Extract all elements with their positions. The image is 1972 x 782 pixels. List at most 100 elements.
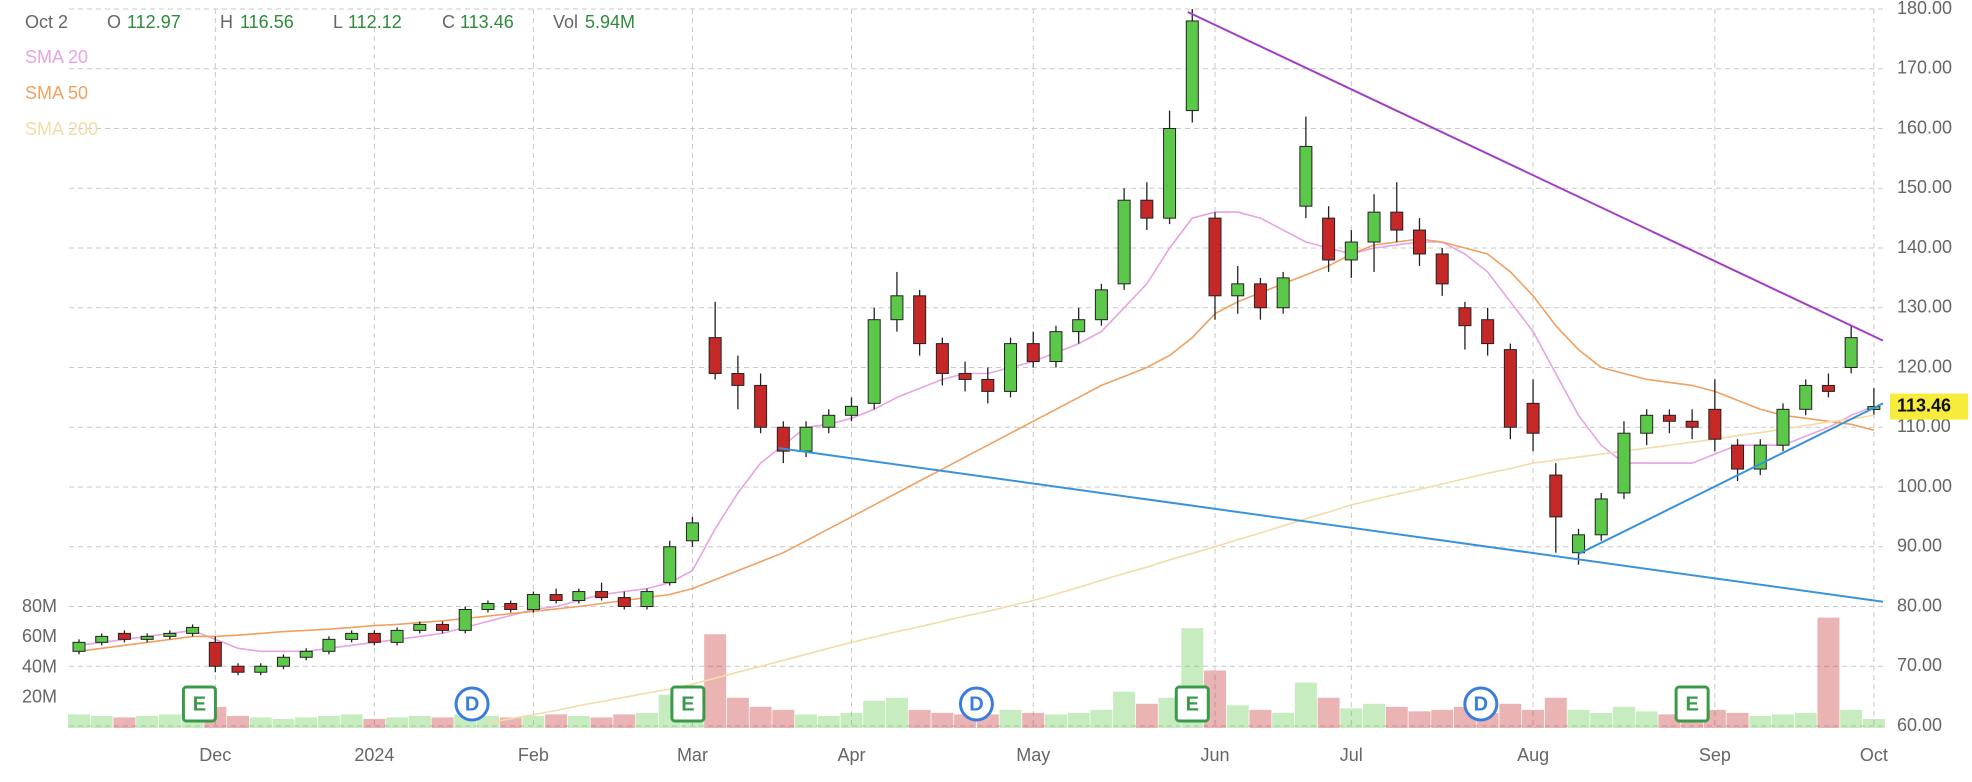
x-tick-label: May bbox=[1016, 745, 1050, 765]
volume-bar bbox=[1226, 705, 1249, 728]
volume-bar bbox=[136, 715, 159, 728]
legend-entry: SMA 50 bbox=[25, 83, 88, 103]
candle-body bbox=[1094, 289, 1108, 321]
candle-body bbox=[1185, 20, 1199, 112]
y-tick-label: 60.00 bbox=[1897, 715, 1942, 735]
candle-body bbox=[1799, 384, 1813, 410]
candle-body bbox=[1594, 498, 1608, 536]
candle-body bbox=[1458, 307, 1472, 327]
volume-bar bbox=[1635, 711, 1658, 728]
volume-bar bbox=[1567, 709, 1590, 728]
candle-body bbox=[1412, 229, 1426, 255]
trendline bbox=[1187, 11, 1884, 342]
volume-bar bbox=[1749, 715, 1772, 728]
candle-body bbox=[1526, 402, 1540, 434]
candle-body bbox=[1390, 211, 1404, 231]
candle-body bbox=[526, 594, 540, 610]
candle-body bbox=[1821, 384, 1835, 392]
volume-bar bbox=[1022, 712, 1045, 728]
candle-body bbox=[1435, 253, 1449, 285]
volume-bar bbox=[726, 697, 749, 728]
header-open-label: O bbox=[107, 12, 121, 32]
x-tick-label: Jun bbox=[1200, 745, 1229, 765]
volume-tick-label: 60M bbox=[22, 626, 57, 646]
volume-bar bbox=[68, 714, 90, 728]
y-tick-label: 160.00 bbox=[1897, 117, 1952, 137]
candle-body bbox=[958, 372, 972, 380]
candle-body bbox=[1344, 241, 1358, 261]
event-marker bbox=[1674, 685, 1710, 723]
volume-bar bbox=[1249, 709, 1272, 728]
header-high-label: H bbox=[220, 12, 233, 32]
candle-body bbox=[822, 414, 836, 428]
candle-body bbox=[1140, 199, 1154, 219]
volume-bar bbox=[317, 715, 340, 728]
candle-body bbox=[799, 426, 813, 452]
candle-body bbox=[617, 597, 631, 607]
candle-body bbox=[504, 603, 518, 610]
event-marker bbox=[1174, 685, 1210, 723]
volume-bar bbox=[295, 717, 318, 728]
volume-bar bbox=[431, 717, 454, 728]
candle-body bbox=[731, 372, 745, 386]
candle-body bbox=[1549, 474, 1563, 518]
candle-body bbox=[458, 608, 472, 631]
event-marker bbox=[958, 686, 994, 722]
volume-bar bbox=[999, 709, 1022, 728]
candle-body bbox=[663, 546, 677, 584]
volume-bar bbox=[636, 712, 658, 728]
candle-body bbox=[231, 665, 245, 673]
volume-bar bbox=[931, 712, 954, 728]
volume-bar bbox=[567, 715, 590, 728]
volume-bar bbox=[272, 718, 295, 728]
volume-bar bbox=[1385, 706, 1408, 728]
volume-bar bbox=[249, 717, 272, 728]
volume-bar bbox=[363, 718, 386, 728]
volume-bar bbox=[1113, 691, 1136, 728]
candle-body bbox=[117, 632, 131, 640]
y-tick-label: 140.00 bbox=[1897, 237, 1952, 257]
candle-body bbox=[1072, 319, 1086, 333]
candle-body bbox=[276, 656, 290, 667]
legend-entry: SMA 20 bbox=[25, 47, 88, 67]
volume-bar bbox=[590, 717, 613, 728]
header-low-label: L bbox=[333, 12, 343, 32]
y-tick-label: 90.00 bbox=[1897, 536, 1942, 556]
candle-body bbox=[572, 591, 586, 602]
last-price-label: 113.46 bbox=[1897, 395, 1951, 415]
candle-body bbox=[1640, 414, 1654, 434]
header-low: 112.12 bbox=[348, 12, 402, 32]
volume-bar bbox=[1317, 697, 1340, 728]
sma-line bbox=[487, 414, 1875, 724]
volume-bar bbox=[1340, 708, 1363, 728]
x-tick-label: Oct bbox=[1860, 745, 1888, 765]
candle-body bbox=[1117, 199, 1131, 285]
candle-body bbox=[640, 591, 654, 607]
legend-entry: SMA 200 bbox=[25, 119, 98, 139]
x-tick-label: Dec bbox=[199, 745, 231, 765]
y-tick-label: 70.00 bbox=[1897, 655, 1942, 675]
sma-line bbox=[78, 211, 1875, 653]
candle-body bbox=[481, 603, 495, 610]
volume-bar bbox=[113, 717, 136, 728]
volume-bar bbox=[1840, 709, 1863, 728]
volume-bar bbox=[227, 715, 250, 728]
y-tick-label: 180.00 bbox=[1897, 0, 1952, 18]
volume-bar bbox=[1590, 712, 1613, 728]
y-tick-label: 130.00 bbox=[1897, 297, 1952, 317]
candle-body bbox=[549, 594, 563, 602]
candle-body bbox=[1731, 444, 1745, 470]
sma-line bbox=[78, 238, 1875, 653]
volume-tick-label: 40M bbox=[22, 656, 57, 676]
volume-bar bbox=[1817, 617, 1840, 728]
candle-body bbox=[776, 426, 790, 452]
candle-body bbox=[1026, 343, 1040, 363]
candle-body bbox=[685, 522, 699, 542]
candle-body bbox=[1367, 211, 1381, 243]
volume-bar bbox=[545, 714, 568, 728]
volume-tick-label: 80M bbox=[22, 596, 57, 616]
candle-body bbox=[1776, 408, 1790, 446]
header-date: Oct 2 bbox=[25, 12, 68, 32]
header-close-label: C bbox=[442, 12, 455, 32]
